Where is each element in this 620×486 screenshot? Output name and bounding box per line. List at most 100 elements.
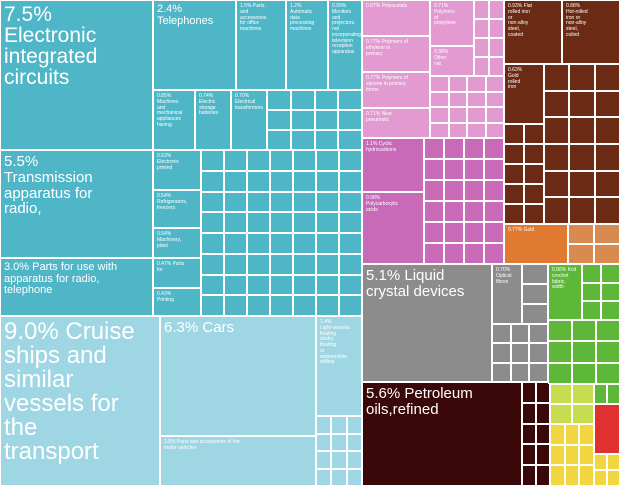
small-tile[interactable]: [548, 341, 572, 363]
small-tile[interactable]: [424, 159, 444, 180]
small-tile[interactable]: [484, 180, 504, 201]
small-tile[interactable]: [247, 170, 270, 192]
small-tile[interactable]: [569, 170, 595, 198]
tile-electrical-transformers[interactable]: 0.70% Electrical transformers: [231, 90, 267, 150]
small-tile[interactable]: [316, 150, 339, 171]
tile-polymers-propylene[interactable]: 0.71% Polymers of propylene: [430, 0, 474, 46]
small-tile[interactable]: [504, 124, 524, 144]
small-tile[interactable]: [524, 144, 544, 164]
small-tile[interactable]: [524, 184, 544, 204]
small-tile[interactable]: [536, 382, 550, 403]
small-tile[interactable]: [489, 57, 504, 76]
tile-other-nat[interactable]: 0.38% Other nat: [430, 46, 474, 76]
small-tile[interactable]: [529, 324, 548, 344]
tile-machines-mech[interactable]: 0.85% Machines and mechanical appliances…: [153, 90, 195, 150]
small-tile[interactable]: [424, 138, 444, 159]
small-tile[interactable]: [474, 57, 489, 76]
tile-cars[interactable]: 6.3% Cars: [160, 316, 316, 436]
small-tile[interactable]: [568, 244, 594, 264]
small-tile[interactable]: [594, 170, 620, 198]
small-tile[interactable]: [544, 64, 570, 91]
tile-vehicle-parts[interactable]: 2.5% Parts and accessories of the motor …: [160, 436, 316, 486]
small-tile[interactable]: [448, 122, 467, 138]
small-tile[interactable]: [467, 91, 486, 107]
small-tile[interactable]: [316, 451, 332, 469]
small-tile[interactable]: [201, 150, 224, 171]
tile-electronic-ic[interactable]: 7.5% Electronic integrated circuits: [0, 0, 153, 150]
small-tile[interactable]: [529, 343, 548, 363]
small-tile[interactable]: [339, 170, 362, 192]
small-tile[interactable]: [224, 253, 247, 275]
small-tile[interactable]: [596, 320, 620, 342]
small-tile[interactable]: [484, 243, 504, 264]
tile-lcd[interactable]: 5.1% Liquid crystal devices: [362, 264, 492, 382]
small-tile[interactable]: [594, 244, 620, 264]
small-tile[interactable]: [293, 233, 316, 254]
small-tile[interactable]: [579, 465, 594, 486]
small-tile[interactable]: [607, 384, 620, 404]
small-tile[interactable]: [293, 212, 316, 233]
small-tile[interactable]: [247, 274, 270, 296]
small-tile[interactable]: [594, 117, 620, 144]
small-tile[interactable]: [201, 295, 224, 316]
small-tile[interactable]: [594, 384, 607, 404]
tile-parts-radio[interactable]: 3.0% Parts for use with apparatus for ra…: [0, 258, 153, 316]
small-tile[interactable]: [594, 224, 620, 244]
small-tile[interactable]: [201, 212, 224, 233]
small-tile[interactable]: [201, 233, 224, 254]
small-tile[interactable]: [485, 76, 504, 92]
small-tile[interactable]: [564, 424, 580, 445]
small-tile[interactable]: [474, 38, 489, 57]
small-tile[interactable]: [569, 144, 595, 171]
tile-knit-crochet[interactable]: 0.66% Knit crochet fabric, width: [548, 264, 582, 320]
small-tile[interactable]: [267, 130, 291, 150]
tile-cruise-ships[interactable]: 9.0% Cruise ships and similar vessels fo…: [0, 316, 160, 486]
small-tile[interactable]: [544, 144, 570, 171]
small-tile[interactable]: [510, 343, 530, 363]
small-tile[interactable]: [536, 402, 550, 424]
small-tile[interactable]: [201, 274, 224, 296]
small-tile[interactable]: [224, 274, 247, 296]
small-tile[interactable]: [572, 341, 596, 363]
tile-refrigerators[interactable]: 0.54% Refrigerators, freezers: [153, 190, 201, 228]
small-tile[interactable]: [314, 110, 339, 130]
small-tile[interactable]: [338, 130, 362, 150]
small-tile[interactable]: [492, 324, 511, 344]
small-tile[interactable]: [564, 444, 580, 466]
small-tile[interactable]: [338, 90, 362, 110]
small-tile[interactable]: [467, 107, 486, 123]
small-tile[interactable]: [224, 170, 247, 192]
tile-polymers-styrene[interactable]: 0.77% Polymers of styrene in primary for…: [362, 72, 430, 108]
small-tile[interactable]: [536, 444, 550, 466]
small-tile[interactable]: [594, 470, 607, 486]
small-tile[interactable]: [430, 122, 449, 138]
tile-telephones[interactable]: 2.4% Telephones: [153, 0, 236, 90]
small-tile[interactable]: [489, 0, 504, 19]
small-tile[interactable]: [536, 465, 550, 486]
small-tile[interactable]: [224, 233, 247, 254]
tile-optical-fibres[interactable]: 0.70% Optical fibres: [492, 264, 522, 324]
small-tile[interactable]: [270, 170, 293, 192]
tile-polyacetals[interactable]: 0.87% Polyacetals: [362, 0, 430, 36]
small-tile[interactable]: [489, 19, 504, 38]
small-tile[interactable]: [331, 451, 347, 469]
small-tile[interactable]: [594, 197, 620, 224]
small-tile[interactable]: [524, 164, 544, 184]
small-tile[interactable]: [448, 76, 467, 92]
small-tile[interactable]: [536, 423, 550, 445]
small-tile[interactable]: [316, 170, 339, 192]
small-tile[interactable]: [464, 159, 484, 180]
small-tile[interactable]: [582, 282, 601, 302]
small-tile[interactable]: [485, 91, 504, 107]
small-tile[interactable]: [564, 465, 580, 486]
small-tile[interactable]: [484, 159, 504, 180]
small-tile[interactable]: [448, 107, 467, 123]
small-tile[interactable]: [524, 204, 544, 224]
small-tile[interactable]: [316, 433, 332, 451]
small-tile[interactable]: [544, 197, 570, 224]
tile-printing[interactable]: 0.43% Printing: [153, 288, 201, 316]
small-tile[interactable]: [270, 274, 293, 296]
small-tile[interactable]: [464, 243, 484, 264]
small-tile[interactable]: [484, 222, 504, 243]
small-tile[interactable]: [247, 233, 270, 254]
